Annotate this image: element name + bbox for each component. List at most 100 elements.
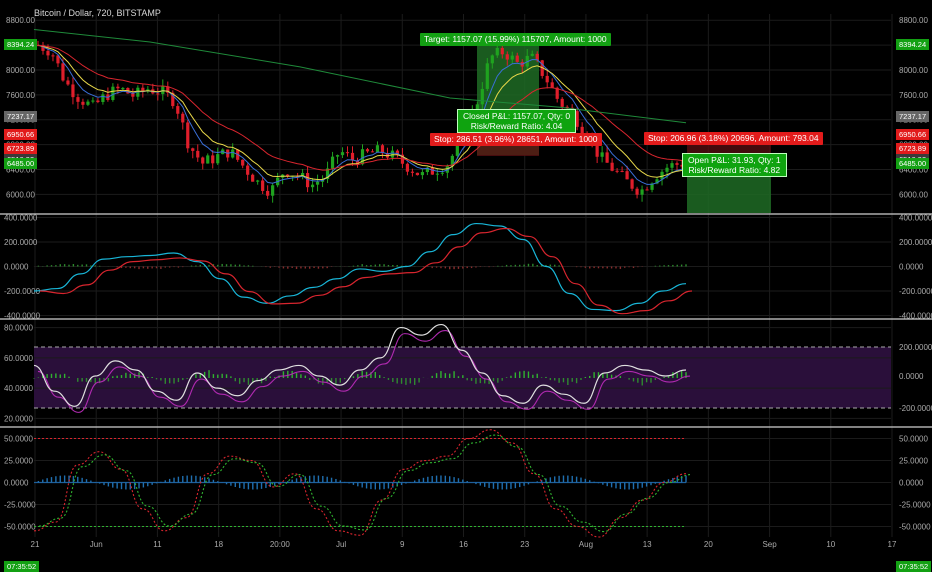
candle-body [410,171,415,173]
price-tag-right: 6950.66 [896,129,930,141]
candle-body [455,139,459,156]
candle-body [345,152,350,154]
price-tag-right: 7237.17 [896,111,930,123]
y-tick-label-right: 6000.00 [899,190,928,199]
closed-pnl: Closed P&L: 1157.07, Qty: 0 [463,111,571,121]
candle-body [480,88,484,105]
candle-body [315,181,320,185]
rsi-tick-right: -200.0000 [899,404,932,413]
macd-tick-right: 400.0000 [899,213,932,222]
y-tick-label-left: 8800.00 [6,16,35,25]
x-tick-label: 17 [888,540,897,549]
chart-title: Bitcoin / Dollar, 720, BITSTAMP [34,8,161,18]
macd-tick-right: 0.0000 [899,263,924,272]
x-tick-label: 20 [704,540,713,549]
price-tag-right: 8394.24 [896,39,930,51]
candle-body [675,163,679,165]
candle-body [580,126,584,134]
candle-body [595,140,599,157]
candle-body [166,86,170,93]
osc-tick-left: 25.0000 [4,457,33,466]
price-tag-right: 6485.00 [896,158,930,170]
price-tag-left: 6485.00 [4,158,38,170]
chart-canvas: 8800.008800.008400.008400.008000.008000.… [0,14,932,549]
macd-tick-left: -200.0000 [4,287,41,296]
price-tag-right: 07:35:52 [896,561,932,572]
candle-body [525,55,529,67]
moving-averages [33,29,687,185]
candle-body [450,155,454,167]
candle-body [211,155,215,164]
osc-tick-right: -25.0000 [899,500,931,509]
candle-body [360,149,365,165]
x-tick-label: Jul [336,540,346,549]
candle-body [271,185,275,196]
x-tick-label: 16 [459,540,468,549]
candle-body [430,167,434,175]
macd-pane: 400.0000 400.0000 200.0000 200.0000 0.0000 0.… [4,213,932,320]
osc-tick-left: 0.0000 [4,479,29,488]
y-tick-label-right: 6400.00 [899,165,928,174]
candle-body [56,55,60,64]
candle-body [605,152,609,163]
macd-tick-right: -200.0000 [899,287,932,296]
candle-body [365,149,370,152]
y-tick-label-right: 7600.00 [899,91,928,100]
candle-body [101,94,105,103]
x-tick-label: 13 [643,540,652,549]
rsi-tick-left: 20.0000 [4,414,33,423]
candle-body [330,156,335,169]
candle-body [485,63,489,89]
candle-body [355,160,360,165]
candle-body [231,149,235,158]
price-tag-left: 8394.24 [4,39,38,51]
candle-body [251,174,255,182]
osc-tick-right: 50.0000 [899,435,928,444]
candle-body [620,170,624,172]
price-tag-left: 6723.89 [4,143,38,155]
macd-signal-line [39,227,693,315]
candle-body [600,152,604,157]
macd-tick-right: -400.0000 [899,312,932,321]
target-label: Target: 1157.07 (15.99%) 115707, Amount:… [420,33,611,46]
y-tick-label-left: 7600.00 [6,91,35,100]
candle-body [505,54,509,60]
candle-body [300,173,305,177]
candle-body [141,87,145,92]
candle-body [246,165,250,175]
candle-body [650,183,654,190]
price-tag-right: 6723.89 [896,143,930,155]
candle-body [46,50,50,56]
macd-tick-left: 200.0000 [4,238,38,247]
candle-body [76,97,80,102]
x-tick-label: Sep [762,540,777,549]
candle-body [121,87,125,89]
candle-body [201,157,205,164]
candle-body [560,98,564,107]
candle-body [615,170,619,172]
time-axis: 21 Jun 11 18 20:00 Jul 9 16 23 Aug 13 20 Sep 10 17 [31,540,897,549]
rsi-tick-left: 80.0000 [4,324,33,333]
candle-body [370,151,375,153]
x-tick-label: 9 [400,540,405,549]
macd-line [33,222,687,312]
candle-body [475,104,479,110]
candle-body [116,86,120,89]
rsi-tick-left: 60.0000 [4,354,33,363]
candle-body [390,150,395,158]
candle-body [131,93,135,97]
candle-body [435,173,439,175]
x-tick-label: 10 [826,540,835,549]
candle-body [171,92,175,107]
candle-body [640,189,644,195]
candle-body [310,184,315,188]
x-tick-label: Jun [90,540,103,549]
osc-tick-right: 0.0000 [899,479,924,488]
price-tag-left: 7237.17 [4,111,38,123]
candle-body [510,55,514,60]
candle-body [665,167,669,172]
candle-body [625,171,629,180]
macd-tick-right: 200.0000 [899,238,932,247]
osc-tick-right: 25.0000 [899,457,928,466]
oscillator-pane: 50.0000 50.0000 25.0000 25.0000 0.0000 0.0000… [4,429,931,538]
